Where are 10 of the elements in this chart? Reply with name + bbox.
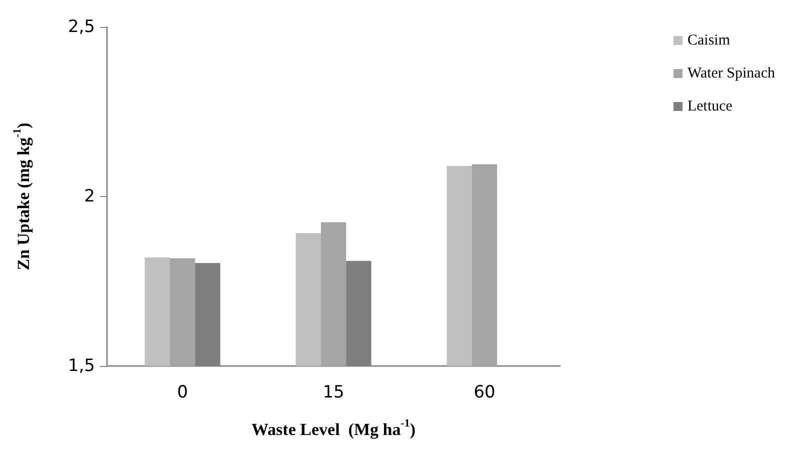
y-tick-label: 2,5 xyxy=(68,17,95,37)
x-tick-label: 60 xyxy=(474,382,496,402)
legend-label: Lettuce xyxy=(687,98,733,114)
legend-label: Water Spinach xyxy=(687,66,776,82)
y-tick-label: 2 xyxy=(84,186,95,206)
y-axis-title: Zn Uptake (mg kg-1) xyxy=(12,122,33,270)
y-tick-label: 1,5 xyxy=(68,356,95,376)
x-tick-label: 15 xyxy=(322,382,344,402)
legend-label: Caisim xyxy=(687,32,730,48)
x-tick-label: 0 xyxy=(177,382,188,402)
